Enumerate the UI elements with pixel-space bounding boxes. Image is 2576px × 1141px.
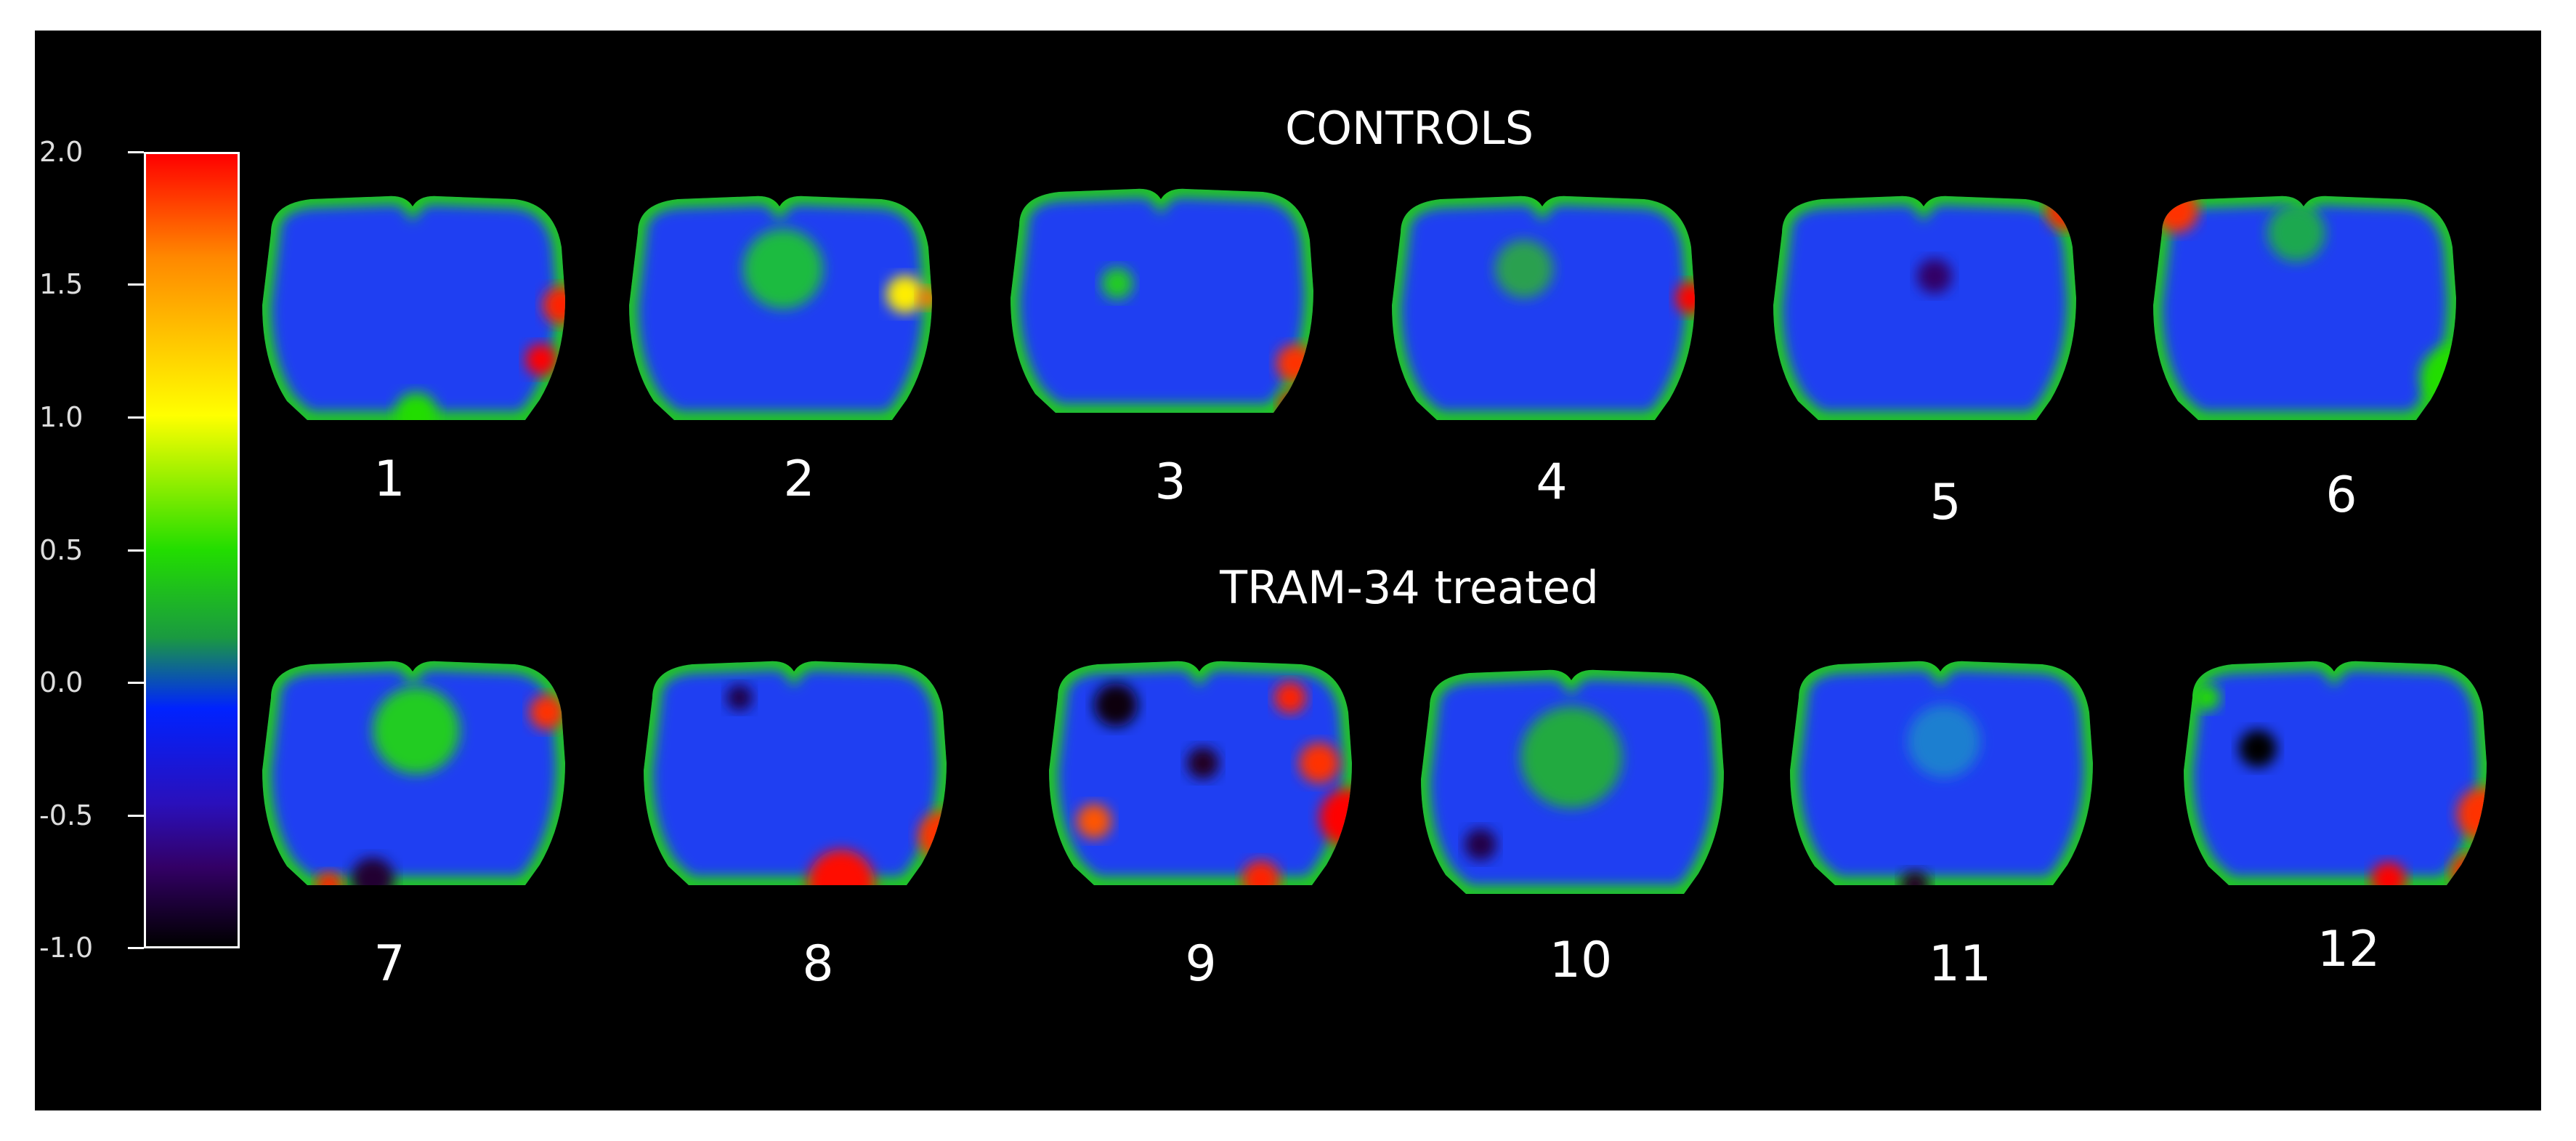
tick-mark: [128, 815, 144, 817]
brain-slice-1: [242, 189, 583, 432]
slice-heatmap-5: [1773, 195, 2076, 421]
slice-heatmap-3: [1010, 188, 1313, 414]
tick-mark: [128, 549, 144, 552]
slice-label-2: 2: [783, 451, 815, 508]
hot-spot: [1900, 871, 1929, 886]
slice-heatmap-4: [1392, 195, 1695, 421]
figure-panel: CONTROLS TRAM-34 treated 2.0 1.5 1.0 0.5…: [35, 31, 2541, 1110]
hot-spot: [1675, 282, 1695, 314]
hot-spot: [743, 229, 823, 309]
hot-spot: [1279, 391, 1311, 414]
slice-label-6: 6: [2325, 467, 2357, 524]
hot-spot: [2267, 203, 2325, 262]
hot-spot: [2046, 195, 2076, 230]
hot-spot: [1094, 683, 1138, 727]
brain-slice-9: [1029, 654, 1370, 898]
brain-slice-11: [1770, 654, 2111, 898]
tick-mark: [128, 416, 144, 419]
tick-label: 1.5: [39, 268, 84, 300]
tick-mark: [128, 682, 144, 684]
slice-label-9: 9: [1185, 935, 1217, 993]
hot-spot: [1187, 747, 1219, 779]
tick-label: 1.0: [39, 401, 84, 433]
slice-heatmap-12: [2184, 661, 2487, 886]
hot-spot: [1520, 706, 1622, 808]
tick-label: 0.5: [39, 534, 84, 566]
brain-slice-7: [242, 654, 583, 898]
hot-spot: [2371, 862, 2406, 886]
slice-label-4: 4: [1536, 453, 1568, 511]
hot-spot: [530, 695, 564, 730]
brain-slice-10: [1401, 663, 1742, 906]
slice-heatmap-11: [1790, 661, 2093, 886]
hot-spot: [316, 872, 342, 886]
hot-spot: [1101, 267, 1133, 299]
slice-label-5: 5: [1929, 474, 1961, 531]
hot-spot: [1077, 804, 1111, 839]
hot-spot: [373, 687, 460, 774]
hot-spot: [726, 685, 753, 711]
slice-heatmap-6: [2153, 195, 2456, 421]
slice-label-3: 3: [1154, 453, 1186, 511]
slice-heatmap-2: [629, 195, 932, 421]
hot-spot: [2155, 195, 2198, 233]
hot-spot: [1274, 682, 1306, 714]
hot-spot: [1242, 860, 1280, 886]
slice-heatmap-9: [1049, 661, 1352, 886]
hot-spot: [2239, 730, 2277, 767]
hot-spot: [394, 392, 438, 421]
slice-label-8: 8: [802, 935, 834, 993]
hot-spot: [543, 286, 565, 324]
hot-spot: [1465, 828, 1496, 860]
hot-spot: [1276, 344, 1313, 382]
tick-label: -1.0: [39, 932, 94, 964]
slice-heatmap-10: [1421, 669, 1724, 895]
brain-slice-2: [609, 189, 950, 432]
hot-spot: [351, 858, 394, 886]
tick-label: -0.5: [39, 799, 94, 831]
hot-spot: [1495, 240, 1553, 298]
tick-label: 2.0: [39, 136, 84, 168]
hot-spot: [886, 275, 924, 313]
slice-heatmap-1: [262, 195, 565, 421]
hot-spot: [808, 850, 875, 886]
hot-spot: [1917, 259, 1952, 294]
slice-label-1: 1: [373, 451, 405, 508]
slice-label-12: 12: [2317, 921, 2381, 978]
brain-slice-8: [623, 654, 965, 898]
slice-label-11: 11: [1928, 935, 1992, 993]
hot-spot: [1299, 743, 1340, 783]
brain-slice-5: [1753, 189, 2094, 432]
tick-mark: [128, 283, 144, 286]
slice-label-7: 7: [373, 935, 405, 993]
brain-slice-3: [990, 182, 1332, 425]
hot-spot: [525, 344, 557, 376]
hot-spot: [2194, 685, 2220, 711]
controls-title: CONTROLS: [1284, 102, 1534, 155]
slice-heatmap-8: [644, 661, 947, 886]
brain-slice-12: [2163, 654, 2505, 898]
tick-mark: [128, 151, 144, 153]
hot-spot: [2451, 855, 2486, 886]
treated-title: TRAM-34 treated: [1220, 561, 1599, 614]
tick-label: 0.0: [39, 666, 84, 698]
hot-spot: [918, 288, 932, 308]
colorbar: [144, 152, 240, 948]
slice-label-10: 10: [1549, 932, 1613, 989]
brain-slice-4: [1372, 189, 1713, 432]
brain-slice-6: [2133, 189, 2474, 432]
tick-mark: [128, 947, 144, 949]
hot-spot: [1908, 705, 1980, 778]
slice-heatmap-7: [262, 661, 565, 886]
